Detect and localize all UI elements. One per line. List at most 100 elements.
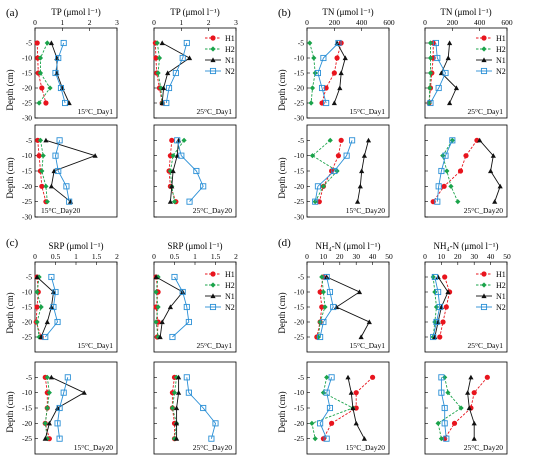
data-point-h2: [435, 420, 441, 426]
panel-label-c: (c): [6, 237, 19, 249]
y-tick-label: -25: [22, 434, 32, 443]
data-point-h2: [308, 100, 314, 106]
series-n2: [427, 39, 449, 107]
legend-item-n1: N1: [205, 292, 235, 301]
y-tick-label: -15: [294, 404, 304, 413]
data-point-n1: [348, 390, 354, 395]
data-point-h2: [181, 137, 187, 143]
legend-marker: [481, 35, 487, 41]
y-tick-label: -20: [22, 318, 32, 327]
data-point-h1: [320, 436, 326, 442]
data-point-h2: [311, 55, 317, 61]
data-point-h2: [34, 289, 40, 295]
data-point-n1: [48, 374, 54, 380]
data-point-n1: [366, 319, 372, 325]
data-point-n1: [445, 55, 451, 61]
legend-item-n1: N1: [476, 292, 506, 301]
series-line-h2: [437, 377, 462, 439]
data-point-n2: [50, 303, 57, 311]
data-point-h1: [153, 55, 159, 61]
legend-item-h2: H2: [205, 281, 235, 290]
data-point-n2: [431, 273, 438, 281]
data-point-n2: [48, 273, 55, 281]
y-tick-label: -25: [294, 434, 304, 443]
series-n1: [324, 274, 372, 340]
data-point-n1: [176, 137, 182, 143]
series-h2: [426, 40, 434, 106]
data-point-h1: [39, 183, 45, 189]
series-h2: [440, 137, 461, 205]
subplot-1: TP (μmol l⁻¹) 0 1 2 3 -5 -10 -15 -20 -25 -30 15°C_D…: [22, 7, 119, 123]
data-point-n2: [163, 99, 170, 107]
y-tick-label: -10: [294, 288, 304, 297]
subplot-10: SRP (μmol l⁻¹) 0 0.5 1 1.5 2 25°C_Day1: [152, 241, 238, 353]
data-point-n2: [183, 39, 190, 47]
data-point-h2: [47, 85, 53, 91]
data-point-n1: [471, 436, 477, 441]
series-n1: [42, 374, 87, 441]
series-n2: [434, 137, 456, 205]
series-h1: [437, 274, 453, 340]
series-line-n2: [436, 140, 453, 202]
data-point-n2: [60, 389, 67, 396]
legend-marker: [481, 271, 487, 277]
data-point-n2: [57, 84, 65, 92]
legend-label: H2: [225, 281, 235, 290]
condition-label: 15°C_Day20: [41, 206, 80, 215]
data-point-h2: [155, 70, 161, 76]
series-n1: [173, 374, 182, 441]
x-tick-label: 1.5: [211, 252, 221, 261]
x-tick-label: 40: [369, 252, 377, 261]
data-point-n1: [48, 40, 54, 46]
condition-label: 25°C_Day20: [193, 443, 232, 452]
x-tick-label: 0: [305, 252, 309, 261]
data-point-h1: [34, 40, 40, 46]
legend-marker: [210, 35, 216, 41]
data-point-h2: [155, 304, 161, 310]
data-point-h2: [427, 70, 434, 76]
x-tick-label: 3: [115, 18, 119, 27]
data-point-n2: [320, 318, 327, 326]
data-point-n2: [441, 420, 448, 427]
y-tick-label: -20: [294, 182, 304, 191]
legend-label: N1: [225, 56, 235, 65]
data-point-h2: [169, 405, 176, 411]
subplot-15: -5 -10 -15 -20 -25 15°C_Day20: [294, 361, 390, 455]
y-tick-label: -10: [22, 151, 32, 160]
data-point-n1: [50, 289, 57, 295]
series-line-n1: [440, 42, 457, 104]
series-line-n1: [44, 376, 86, 439]
subplot-2: TP (μmol l⁻¹) 0 1 2 3 25°C_Day1: [152, 7, 238, 119]
y-tick-label: -15: [22, 404, 32, 413]
data-point-n1: [357, 183, 363, 189]
data-point-h2: [154, 40, 160, 46]
data-point-n2: [442, 69, 449, 77]
legend-item-h2: H2: [205, 45, 235, 54]
subplot-title: NH₄-N (μmol l⁻¹): [434, 241, 499, 251]
data-point-n2: [172, 69, 179, 77]
data-point-h2: [44, 40, 50, 46]
legend-label: N1: [496, 292, 506, 301]
data-point-n2: [186, 198, 193, 205]
data-point-n1: [468, 374, 474, 380]
data-point-h1: [35, 55, 41, 61]
series-h2: [154, 40, 165, 106]
x-tick-label: 30: [470, 252, 478, 261]
data-point-n2: [193, 167, 200, 175]
x-tick-label: 1: [60, 18, 64, 27]
y-tick-label: -10: [294, 151, 304, 160]
data-point-n2: [314, 69, 321, 77]
series-n2: [314, 39, 342, 107]
data-point-h2: [445, 390, 451, 396]
series-line-h1: [323, 376, 373, 439]
x-tick-label: 10: [320, 252, 328, 261]
series-n1: [465, 374, 477, 441]
data-point-h2: [458, 405, 464, 411]
y-tick-label: -30: [22, 114, 32, 123]
data-point-h1: [451, 420, 458, 426]
legend-marker: [209, 303, 217, 311]
data-point-n1: [353, 420, 359, 426]
data-point-n2: [438, 167, 445, 175]
subplot-title: TP (μmol l⁻¹): [170, 7, 219, 17]
data-point-h2: [319, 274, 325, 280]
